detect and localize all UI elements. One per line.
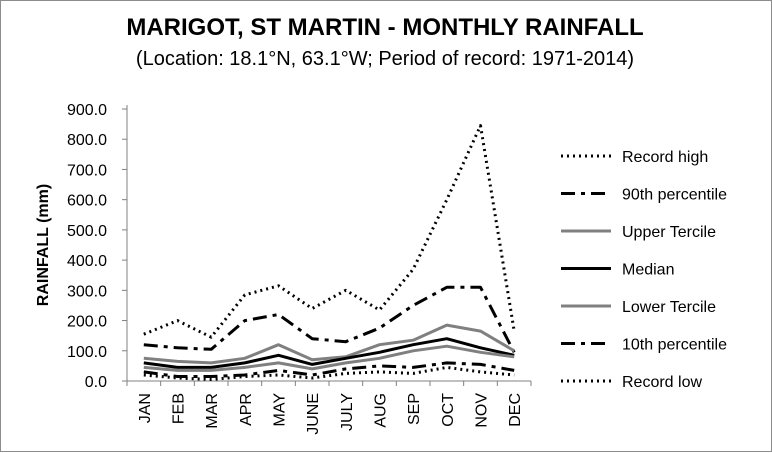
chart-title: MARIGOT, ST MARTIN - MONTHLY RAINFALL [126,14,643,41]
series-line-lower-tercile [143,344,515,372]
x-tick-label: JULY [339,393,356,431]
series-line-90th-percentile [143,285,516,353]
series-line-10th-percentile [143,361,515,378]
x-tick-label: APR [238,393,255,426]
y-tick-label: 100.0 [67,344,107,361]
legend: Record high 90th percentile Upper Tercile M… [561,149,727,391]
legend-label: Record low [622,374,702,391]
y-tick-label: 400.0 [67,253,107,270]
y-tick-label: 700.0 [67,162,107,179]
y-tick-label: 300.0 [67,283,107,300]
x-tick-label: JAN [137,393,154,423]
x-axis: JAN FEB MAR APR MAY JUNE JULY AUG SEP OCT NOV DEC [126,380,532,435]
x-tick-label: DEC [507,393,524,427]
x-tick-label: OCT [440,393,457,427]
series-line-record-high [143,124,516,339]
y-tick-label: 500.0 [67,223,107,240]
y-tick-label: 900.0 [67,102,107,119]
series-line-upper-tercile [143,323,515,365]
legend-label: 10th percentile [622,337,727,354]
y-tick-label: 600.0 [67,193,107,210]
legend-label: Record high [622,149,708,166]
x-tick-label: JUNE [305,393,322,435]
x-tick-label: MAY [272,393,289,427]
series-line-record-low [143,365,515,381]
legend-label: Median [622,262,674,279]
legend-label: Lower Tercile [622,299,716,316]
series-lines [143,124,516,381]
x-tick-label: AUG [373,393,390,428]
legend-label: Upper Tercile [622,224,716,241]
x-tick-label: NOV [474,393,491,428]
x-tick-label: SEP [406,393,423,425]
series-line-median [143,337,515,369]
y-axis-label: RAINFALL (mm) [35,184,52,306]
x-tick-label: FEB [171,393,188,424]
legend-label: 90th percentile [622,187,727,204]
y-tick-label: 800.0 [67,132,107,149]
x-tick-label: MAR [204,393,221,429]
chart-subtitle: (Location: 18.1°N, 63.1°W; Period of rec… [136,48,634,70]
y-tick-label: 200.0 [67,314,107,331]
y-tick-label: 0.0 [85,374,107,391]
y-axis: 0.0 100.0 200.0 300.0 400.0 500.0 600.0 700.0 80… [67,102,128,391]
